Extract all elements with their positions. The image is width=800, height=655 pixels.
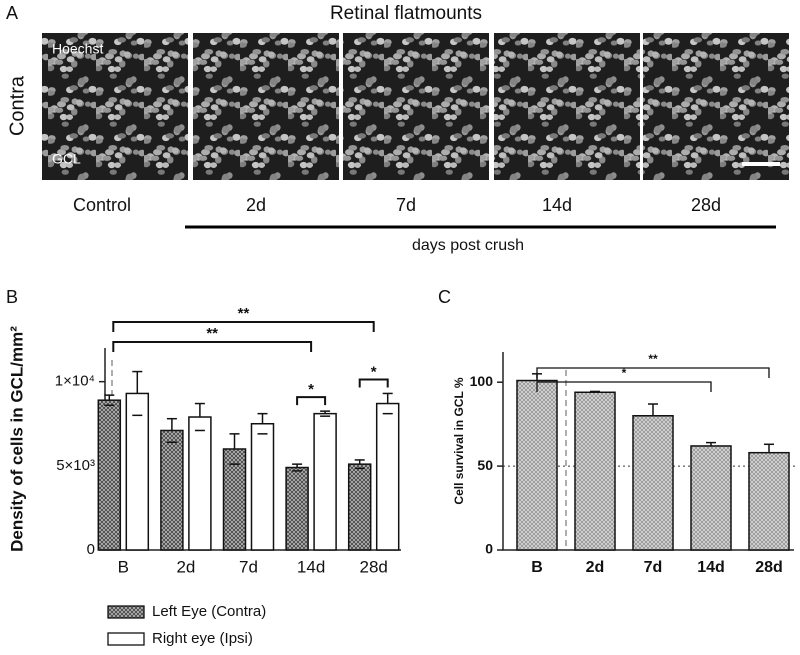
significance-label: * <box>622 366 627 380</box>
x-tick-label: 7d <box>644 559 663 576</box>
panel-label: C <box>438 287 451 307</box>
significance-label: ** <box>648 352 658 366</box>
layer-label: GCL <box>52 151 81 167</box>
bar <box>222 448 247 551</box>
significance-bracket <box>536 381 712 392</box>
y-tick-label: 0 <box>87 541 95 558</box>
bar <box>188 416 212 551</box>
bar <box>125 392 150 551</box>
column-label: 28d <box>691 195 721 215</box>
micrograph <box>494 33 640 180</box>
significance-bracket <box>112 341 313 352</box>
row-label: Contra <box>6 75 28 136</box>
bar <box>160 429 184 551</box>
y-tick-label: 100 <box>470 373 494 389</box>
time-axis-label: days post crush <box>412 237 524 254</box>
significance-bracket <box>536 367 770 378</box>
significance-label: ** <box>238 305 250 322</box>
bar <box>347 463 372 551</box>
legend-label: Left Eye (Contra) <box>152 603 266 620</box>
y-axis-label: Cell survival in GCL % <box>452 377 466 504</box>
y-tick-label: 50 <box>477 457 493 473</box>
bar <box>250 423 275 551</box>
micrograph <box>343 33 489 180</box>
column-label: 2d <box>246 195 266 215</box>
y-tick-label: 1×10⁴ <box>55 373 95 390</box>
y-tick-label: 0 <box>485 541 493 557</box>
micrograph <box>193 33 339 180</box>
bar <box>313 412 337 551</box>
x-tick-label: 14d <box>297 557 325 576</box>
column-label: Control <box>73 195 131 215</box>
bar <box>748 451 790 551</box>
column-label: 14d <box>542 195 572 215</box>
x-tick-label: 28d <box>360 557 388 576</box>
legend-label: Right eye (Ipsi) <box>152 630 253 647</box>
panel-title: Retinal flatmounts <box>330 3 482 24</box>
x-tick-label: 2d <box>176 557 195 576</box>
column-label: 7d <box>396 195 416 215</box>
y-axis-label: Density of cells in GCL/mm² <box>7 326 26 552</box>
bar <box>574 391 616 551</box>
significance-bracket <box>358 378 389 388</box>
legend-swatch <box>107 632 145 646</box>
y-tick-label: 5×10³ <box>56 457 95 474</box>
x-tick-label: B <box>531 559 543 576</box>
x-tick-label: 7d <box>239 557 258 576</box>
micrograph <box>643 33 789 180</box>
significance-label: * <box>308 381 314 398</box>
bar <box>97 399 122 551</box>
micrograph <box>42 33 188 180</box>
x-tick-label: B <box>118 557 129 576</box>
bar <box>375 402 400 551</box>
stain-label: Hoechst <box>52 41 103 57</box>
panel-label: A <box>6 3 18 23</box>
bar <box>516 379 558 551</box>
significance-bracket <box>112 321 375 332</box>
bar <box>690 445 732 551</box>
significance-bracket <box>296 396 327 406</box>
bar <box>285 466 309 551</box>
x-tick-label: 2d <box>586 559 605 576</box>
significance-label: * <box>371 363 377 380</box>
bar <box>632 415 674 551</box>
significance-label: ** <box>206 325 218 342</box>
panel-label: B <box>6 287 18 307</box>
x-tick-label: 14d <box>697 559 725 576</box>
x-tick-label: 28d <box>755 559 783 576</box>
legend-swatch <box>107 605 145 619</box>
